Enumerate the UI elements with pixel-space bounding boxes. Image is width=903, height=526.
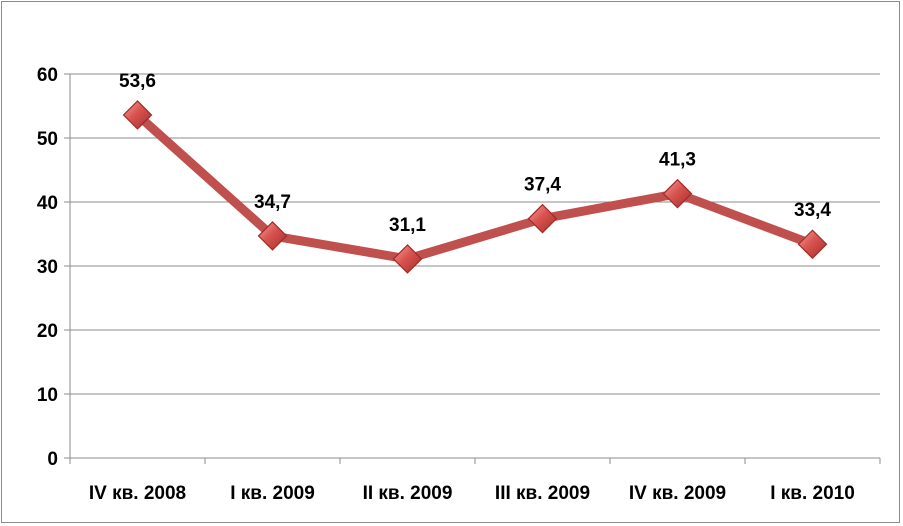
y-tick-label: 20 bbox=[37, 321, 58, 342]
data-label: 33,4 bbox=[794, 200, 831, 221]
data-label: 31,1 bbox=[389, 215, 426, 236]
y-tick-label: 0 bbox=[47, 449, 58, 470]
series-markers bbox=[122, 100, 828, 274]
x-tick-label: III кв. 2009 bbox=[495, 483, 590, 504]
data-point-marker bbox=[662, 178, 693, 209]
data-label: 41,3 bbox=[659, 150, 696, 171]
axes bbox=[64, 73, 881, 464]
x-tick-label: II кв. 2009 bbox=[363, 483, 453, 504]
y-tick-label: 50 bbox=[37, 129, 58, 150]
x-tick-label: IV кв. 2008 bbox=[89, 483, 186, 504]
gridlines bbox=[70, 73, 880, 395]
data-point-marker bbox=[527, 203, 558, 234]
x-tick-label: I кв. 2009 bbox=[230, 483, 315, 504]
data-point-marker bbox=[797, 229, 828, 260]
y-tick-label: 40 bbox=[37, 193, 58, 214]
x-tick-label: I кв. 2010 bbox=[770, 483, 855, 504]
data-label: 34,7 bbox=[254, 192, 291, 213]
y-tick-label: 60 bbox=[37, 65, 58, 86]
series-line-path bbox=[133, 110, 817, 264]
x-axis-ticks: IV кв. 2008 I кв. 2009 II кв. 2009 III кв. … bbox=[89, 483, 855, 504]
data-labels: 53,6 34,7 31,1 37,4 41,3 33,4 bbox=[119, 71, 831, 236]
series-line bbox=[133, 110, 817, 264]
y-axis-ticks: 0 10 20 30 40 50 60 bbox=[37, 65, 58, 470]
data-label: 53,6 bbox=[119, 71, 156, 92]
data-point-marker bbox=[392, 244, 423, 274]
data-point-marker bbox=[122, 100, 153, 130]
y-tick-label: 10 bbox=[37, 385, 58, 406]
y-tick-label: 30 bbox=[37, 257, 58, 278]
x-tick-label: IV кв. 2009 bbox=[629, 483, 726, 504]
data-label: 37,4 bbox=[524, 175, 561, 196]
data-point-marker bbox=[257, 221, 288, 251]
